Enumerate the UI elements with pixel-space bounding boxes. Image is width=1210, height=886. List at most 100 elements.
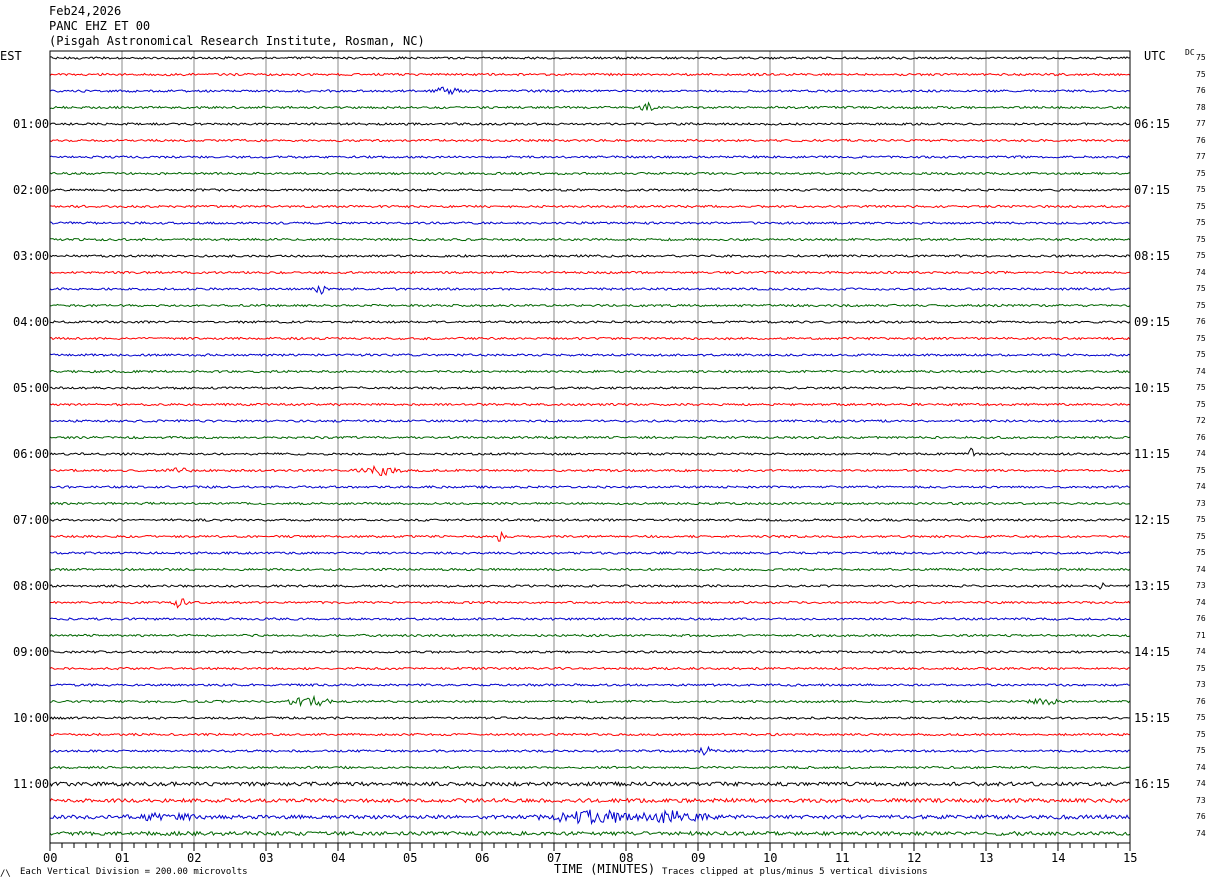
seismic-trace xyxy=(49,809,1131,826)
dc-offset-value: 76 xyxy=(1196,136,1206,145)
dc-offset-value: 76 xyxy=(1196,317,1206,326)
right-hour-label: 15:15 xyxy=(1134,711,1171,725)
seismic-trace xyxy=(49,781,1131,788)
right-hour-label: 16:15 xyxy=(1134,777,1171,791)
x-tick-label: 03 xyxy=(259,851,274,865)
seismic-trace xyxy=(49,254,1131,258)
seismic-trace xyxy=(49,485,1131,489)
left-hour-label: 05:00 xyxy=(13,381,50,395)
seismic-trace xyxy=(49,320,1131,324)
seismic-trace xyxy=(49,336,1131,341)
dc-offset-value: 75 xyxy=(1196,746,1206,755)
right-hour-label: 14:15 xyxy=(1134,645,1171,659)
dc-offset-value: 72 xyxy=(1196,416,1206,425)
x-tick-label: 14 xyxy=(1051,851,1066,865)
dc-offset-value: 75 xyxy=(1196,466,1206,475)
dc-offset-value: 75 xyxy=(1196,251,1206,260)
seismic-trace xyxy=(49,284,1131,295)
seismic-traces xyxy=(49,56,1131,837)
dc-offset-value: 74 xyxy=(1196,565,1206,574)
seismic-trace xyxy=(49,138,1131,143)
x-tick-label: 05 xyxy=(403,851,418,865)
seismic-trace xyxy=(50,188,1131,192)
x-tick-label: 02 xyxy=(187,851,202,865)
x-tick-label: 07 xyxy=(547,851,562,865)
x-tick-label: 01 xyxy=(115,851,130,865)
left-hour-label: 09:00 xyxy=(13,645,50,659)
seismic-trace xyxy=(49,598,1131,609)
station-code: PANC EHZ ET 00 xyxy=(49,19,151,33)
dc-offset-value: 76 xyxy=(1196,697,1206,706)
dc-offset-value: 73 xyxy=(1196,499,1206,508)
seismic-trace xyxy=(49,237,1131,242)
seismic-trace xyxy=(49,765,1131,770)
seismic-trace xyxy=(49,171,1131,176)
left-hour-label: 11:00 xyxy=(13,777,50,791)
seismic-trace xyxy=(50,56,1131,60)
right-hour-label: 10:15 xyxy=(1134,381,1171,395)
seismic-trace xyxy=(49,694,1131,708)
clip-note: Traces clipped at plus/minus 5 vertical … xyxy=(662,867,928,877)
plot-frame xyxy=(49,50,1131,844)
right-hour-label: 09:15 xyxy=(1134,315,1171,329)
dc-offset-value: 76 xyxy=(1196,86,1206,95)
seismic-trace xyxy=(49,369,1131,374)
dc-offset-value: 75 xyxy=(1196,400,1206,409)
seismic-trace xyxy=(49,732,1131,737)
right-hour-label: 07:15 xyxy=(1134,183,1171,197)
dc-offset-value: 75 xyxy=(1196,301,1206,310)
seismic-trace xyxy=(49,270,1131,275)
dc-offset-value: 77 xyxy=(1196,152,1206,161)
dc-offset-value: 75 xyxy=(1196,202,1206,211)
seismic-trace xyxy=(49,447,1131,457)
x-tick-label: 00 xyxy=(43,851,58,865)
seismic-trace xyxy=(49,617,1131,621)
seismic-trace xyxy=(49,419,1131,423)
dc-offset-value: 75 xyxy=(1196,185,1206,194)
dc-offset-value: 74 xyxy=(1196,268,1206,277)
dc-offset-value: 77 xyxy=(1196,119,1206,128)
chart-date: Feb24,2026 xyxy=(49,4,122,18)
dc-offset-value: 75 xyxy=(1196,218,1206,227)
dc-offset-value: 74 xyxy=(1196,367,1206,376)
dc-offset-value: 78 xyxy=(1196,103,1206,112)
dc-offset-value: 76 xyxy=(1196,433,1206,442)
seismic-trace xyxy=(49,683,1130,687)
x-tick-label: 08 xyxy=(619,851,634,865)
dc-offset-value: 75 xyxy=(1196,350,1206,359)
dc-offset-value: 76 xyxy=(1196,614,1206,623)
dc-offset-value: 73 xyxy=(1196,581,1206,590)
left-hour-label: 08:00 xyxy=(13,579,50,593)
seismic-trace xyxy=(49,518,1131,522)
dc-offset-value: 74 xyxy=(1196,449,1206,458)
dc-offset-value: 73 xyxy=(1196,796,1206,805)
seismic-trace xyxy=(49,650,1130,654)
right-hour-label: 06:15 xyxy=(1134,117,1171,131)
left-hour-label: 03:00 xyxy=(13,249,50,263)
x-tick-label: 06 xyxy=(475,851,490,865)
left-hour-label: 07:00 xyxy=(13,513,50,527)
x-axis-label: TIME (MINUTES) xyxy=(554,862,656,876)
seismic-trace xyxy=(49,86,1131,96)
dc-offset-value: 74 xyxy=(1196,829,1206,838)
x-axis-ticks xyxy=(49,843,1131,851)
scale-note: Each Vertical Division = 200.00 microvol… xyxy=(20,867,248,877)
seismic-trace xyxy=(49,386,1131,390)
x-tick-label: 04 xyxy=(331,851,346,865)
right-hour-label: 12:15 xyxy=(1134,513,1171,527)
dc-offset-value: 75 xyxy=(1196,730,1206,739)
left-hour-label: 01:00 xyxy=(13,117,50,131)
seismic-trace xyxy=(49,221,1131,225)
left-hour-label: 04:00 xyxy=(13,315,50,329)
dc-offset-value: 75 xyxy=(1196,70,1206,79)
x-tick-label: 11 xyxy=(835,851,850,865)
x-tick-label: 10 xyxy=(763,851,778,865)
right-timezone-label: UTC xyxy=(1144,49,1166,63)
x-tick-label: 15 xyxy=(1123,851,1138,865)
seismic-trace xyxy=(49,464,1131,477)
station-location: (Pisgah Astronomical Research Institute,… xyxy=(49,34,425,48)
seismic-trace xyxy=(49,530,1131,542)
seismic-trace xyxy=(49,402,1131,407)
dc-offset-value: 75 xyxy=(1196,548,1206,557)
